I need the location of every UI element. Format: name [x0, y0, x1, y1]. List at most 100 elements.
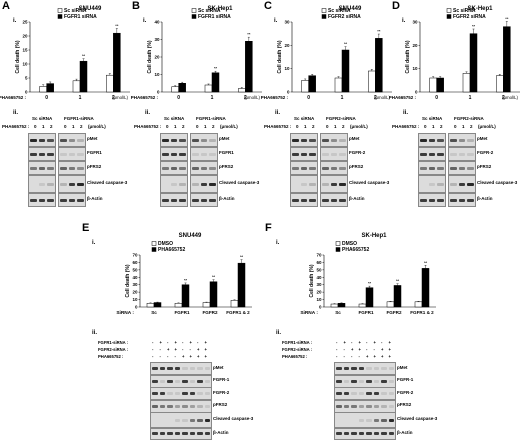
blot-band [159, 404, 165, 408]
blot-band [343, 379, 349, 383]
panel-title: SNU449 [78, 6, 102, 12]
y-axis-label: Cell death (%) [277, 40, 283, 73]
x-tick-label: 2 [502, 95, 505, 101]
blot-band [292, 198, 299, 202]
y-tick-label: 5 [25, 76, 28, 81]
y-tick-label: 50 [316, 267, 322, 272]
blot-band [68, 166, 76, 170]
y-axis-label: Cell death (%) [309, 264, 315, 297]
dose-label: 2 [470, 124, 473, 129]
dose-label: 1 [462, 124, 465, 129]
blot-band [381, 379, 387, 383]
blot-band [467, 182, 474, 186]
y-tick-label: 20 [316, 290, 322, 295]
pha-row-label: PHA665752 : [282, 354, 308, 359]
x-tick-label: 1 [469, 95, 472, 101]
blot-band [152, 379, 158, 383]
blot-row [334, 387, 396, 400]
blot-row [150, 387, 212, 400]
blot-label: β-Actin [477, 196, 493, 201]
sign-mark: + [189, 354, 192, 359]
blot-row-left [28, 147, 56, 161]
blot-band [179, 198, 186, 202]
blot-band [200, 198, 208, 202]
blot-label: β-Actin [87, 196, 103, 201]
blot-band [300, 198, 308, 202]
blot-band [373, 379, 379, 383]
legend-label: FGFR2 siRNA [328, 14, 361, 20]
dose-label: 2 [80, 124, 83, 129]
blot-band [458, 138, 466, 142]
blot-label: Cleaved caspase-3 [349, 180, 390, 185]
blot-band [458, 152, 466, 156]
unit-label: (μmol/L) [374, 95, 390, 100]
blot-band [174, 404, 180, 408]
blot-band [47, 182, 54, 186]
blot-band [170, 166, 178, 170]
blot-band [174, 418, 180, 422]
blot-label: FGFR-2 [349, 150, 366, 155]
blot-band [300, 182, 308, 186]
y-tick-label: 25 [22, 20, 28, 25]
sign-mark: - [167, 354, 169, 359]
blot-band [300, 166, 308, 170]
sirna-header: FGFR2-siRNA [326, 116, 356, 121]
blot-band [77, 166, 84, 170]
y-tick-label: 20 [284, 43, 290, 48]
sign-mark: - [351, 354, 353, 359]
panel-letter: A [2, 0, 10, 12]
sign-mark: + [373, 354, 376, 359]
legend-label: DMSO [342, 241, 357, 247]
sign-mark: + [159, 340, 162, 345]
dose-label: 2 [50, 124, 53, 129]
blot-band [192, 166, 199, 170]
blot-row-left [160, 175, 188, 193]
blot-band [159, 379, 165, 383]
blot-band [60, 182, 67, 186]
x-tick-label: 0 [177, 95, 180, 101]
blot-band [152, 432, 158, 435]
blot-band [167, 392, 173, 395]
blot-band [351, 379, 357, 383]
blot-band [200, 166, 208, 170]
sign-mark: - [343, 347, 345, 352]
bar-treated [436, 77, 444, 93]
sign-mark: - [336, 354, 338, 359]
blot-label: pMet [349, 136, 360, 141]
sirna-header: Sc siRNA [294, 116, 315, 121]
y-tick-label: 30 [316, 282, 322, 287]
blot-band [182, 418, 188, 422]
blot-row [334, 399, 396, 413]
blot-band [381, 404, 387, 408]
blot-band [358, 367, 364, 370]
dose-label: 1 [72, 124, 75, 129]
blot-band [204, 392, 210, 395]
blot-band [336, 367, 342, 370]
blot-band [330, 152, 338, 156]
blot-band [351, 404, 357, 408]
y-tick-label: 10 [316, 297, 322, 302]
bar-control [202, 302, 211, 308]
blot-row-left [290, 193, 318, 207]
significance-mark: ** [184, 277, 188, 282]
bar-treated [211, 72, 220, 93]
y-tick-label: 30 [154, 37, 160, 42]
bar-control [204, 84, 213, 93]
blot-band [292, 138, 299, 142]
bar-treated [365, 287, 374, 308]
bar-control [429, 77, 437, 93]
unit-label: (μmol/L) [350, 124, 368, 129]
blot-band [60, 166, 67, 170]
y-tick-label: 0 [415, 90, 418, 95]
y-tick-label: 10 [412, 66, 418, 71]
y-tick-label: 15 [22, 48, 28, 53]
blot-band [373, 367, 379, 370]
blot-band [420, 198, 427, 202]
significance-mark: ** [214, 66, 218, 71]
dose-label: 1 [334, 124, 337, 129]
blot-row-right [320, 175, 348, 193]
sign-mark: + [381, 347, 384, 352]
sub-label-i: i. [402, 18, 406, 24]
significance-mark: ** [82, 53, 86, 58]
y-tick-label: 10 [284, 66, 290, 71]
